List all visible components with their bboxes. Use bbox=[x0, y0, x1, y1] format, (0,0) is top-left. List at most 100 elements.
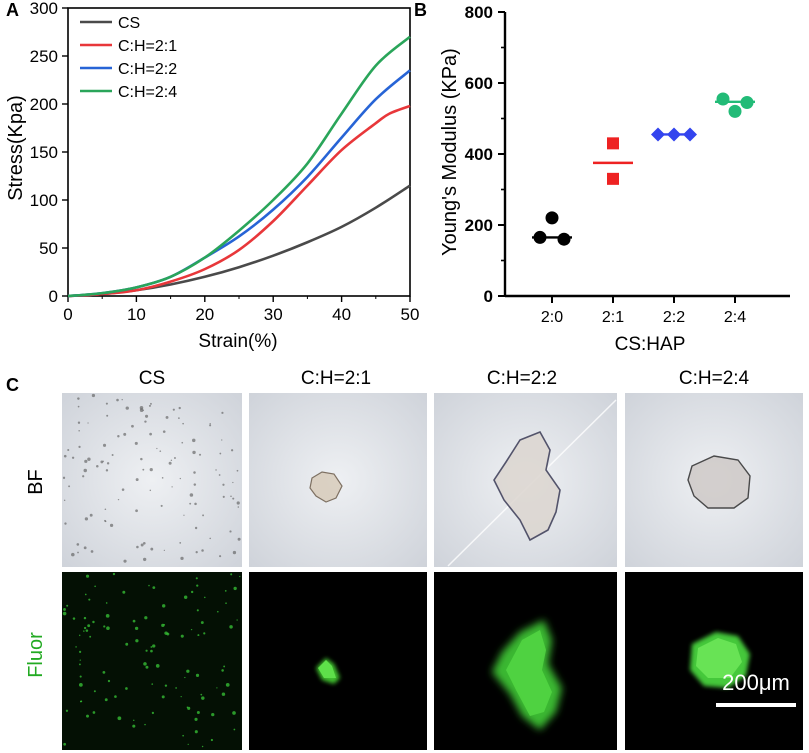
bf-particle bbox=[125, 406, 129, 410]
bf-particle bbox=[140, 543, 144, 547]
bf-particle bbox=[87, 422, 89, 424]
fluor-particle bbox=[79, 659, 81, 661]
fluor-particle bbox=[233, 728, 236, 731]
series-line-1 bbox=[67, 104, 411, 298]
fluor-particle bbox=[85, 574, 90, 578]
fluor-aggregate-core-ch22 bbox=[506, 630, 552, 716]
bf-particle bbox=[180, 556, 184, 560]
bf-particle bbox=[87, 457, 91, 461]
fluor-particle bbox=[175, 687, 177, 689]
y-tick-label: 400 bbox=[465, 145, 493, 164]
fluor-particle bbox=[164, 631, 168, 635]
fluor-particle bbox=[112, 572, 116, 576]
fluor-particle bbox=[230, 573, 233, 576]
bf-particle bbox=[100, 460, 104, 464]
panel-c-image-grid: C CS C:H=2:1 C:H=2:2 C:H=2:4 BF Fluor bbox=[6, 368, 803, 750]
bf-particle bbox=[172, 408, 175, 411]
fluor-particle bbox=[164, 684, 168, 687]
bf-particle bbox=[201, 549, 204, 552]
bf-particle bbox=[192, 438, 196, 443]
data-point bbox=[667, 127, 681, 142]
bf-particle bbox=[163, 549, 165, 551]
bf-particle bbox=[149, 489, 152, 492]
fluor-particle bbox=[210, 738, 214, 742]
column-header-cs: CS bbox=[139, 368, 165, 389]
legend-label: C:H=2:2 bbox=[118, 61, 177, 78]
fluor-particle bbox=[80, 700, 83, 703]
fluor-particle bbox=[196, 609, 199, 612]
data-point bbox=[740, 96, 754, 110]
bf-particle bbox=[189, 502, 192, 505]
panel-a-x-axis-label: Strain(%) bbox=[198, 331, 277, 352]
fluor-particle bbox=[87, 624, 91, 628]
fluor-particle bbox=[63, 608, 66, 611]
bf-image-ch24 bbox=[625, 393, 803, 567]
data-point bbox=[557, 232, 571, 246]
fluor-particle bbox=[200, 693, 203, 696]
bf-particle bbox=[84, 459, 88, 463]
column-header-ch22: C:H=2:2 bbox=[487, 368, 557, 389]
data-point bbox=[683, 127, 697, 142]
fluor-particle bbox=[225, 602, 227, 605]
bf-particle bbox=[123, 559, 127, 563]
fluor-particle bbox=[79, 650, 82, 653]
bf-particle bbox=[109, 523, 114, 527]
bf-particle bbox=[71, 552, 75, 557]
fluor-particle bbox=[144, 723, 146, 726]
fluor-particle bbox=[135, 639, 139, 643]
fluor-particle bbox=[180, 634, 184, 638]
fluor-image-cs bbox=[62, 572, 242, 750]
x-tick-label: 40 bbox=[332, 305, 351, 324]
fluor-particle bbox=[65, 709, 69, 712]
fluor-particle bbox=[106, 626, 110, 631]
bf-particle bbox=[189, 493, 194, 497]
bf-particle bbox=[230, 449, 234, 452]
fluor-particle bbox=[163, 623, 166, 626]
bf-particle bbox=[174, 457, 176, 459]
y-tick-label: 0 bbox=[49, 287, 58, 306]
panel-a-plot-area: 0 50 100 150 200 250 300 0 10 20 30 40 50 bbox=[30, 0, 420, 324]
fluor-particle bbox=[201, 745, 204, 748]
bf-particle bbox=[222, 483, 225, 486]
y-tick-label: 50 bbox=[39, 239, 58, 258]
bf-particle bbox=[179, 477, 182, 480]
bf-particle bbox=[121, 488, 125, 491]
bf-particle bbox=[237, 537, 241, 541]
bf-particle bbox=[232, 481, 234, 484]
bf-particle bbox=[192, 450, 196, 455]
fluor-particle bbox=[143, 662, 147, 666]
fluor-particle bbox=[187, 743, 189, 745]
bf-particle bbox=[171, 486, 173, 488]
panel-b-x-axis-label: CS:HAP bbox=[615, 334, 686, 355]
y-tick-label: 150 bbox=[30, 143, 58, 162]
fluor-particle bbox=[79, 634, 81, 637]
bf-particle bbox=[193, 483, 197, 486]
fluor-particle bbox=[182, 734, 184, 737]
bf-particle bbox=[150, 402, 152, 405]
fluor-particle bbox=[79, 663, 81, 666]
bf-particle bbox=[77, 421, 81, 424]
bf-particle bbox=[64, 522, 67, 525]
bf-particle bbox=[237, 506, 240, 508]
bf-particle bbox=[111, 453, 114, 456]
bf-particle bbox=[202, 514, 205, 517]
bf-particle bbox=[161, 477, 164, 479]
fluor-particle bbox=[216, 687, 218, 689]
fluor-particle bbox=[104, 698, 108, 702]
bf-particle bbox=[181, 441, 184, 444]
fluor-particle bbox=[161, 695, 165, 699]
fluor-particle bbox=[183, 595, 188, 599]
fluor-particle bbox=[184, 676, 186, 679]
fluor-particle bbox=[148, 584, 150, 587]
bf-particle bbox=[90, 550, 94, 553]
bf-particle bbox=[143, 557, 147, 562]
fluor-particle bbox=[211, 712, 215, 717]
bf-particle bbox=[232, 497, 235, 500]
fluor-particle bbox=[223, 665, 226, 668]
x-tick-label: 2:2 bbox=[663, 309, 685, 326]
fluor-particle bbox=[83, 630, 85, 632]
bf-particle bbox=[218, 474, 221, 476]
fluor-particle bbox=[155, 664, 160, 668]
bf-particle bbox=[63, 454, 67, 458]
column-header-ch24: C:H=2:4 bbox=[679, 368, 750, 389]
